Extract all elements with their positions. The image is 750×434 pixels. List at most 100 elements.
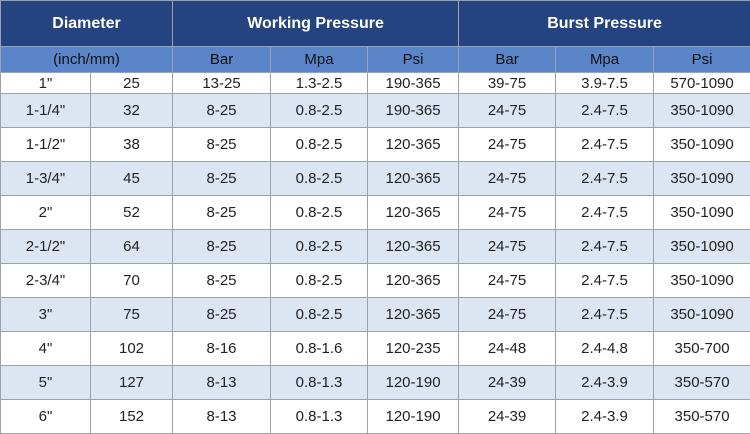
table-cell: 8-25 (173, 128, 271, 162)
table-cell: 0.8-2.5 (271, 298, 368, 332)
table-cell: 190-365 (368, 94, 459, 128)
table-cell: 8-25 (173, 162, 271, 196)
table-cell: 0.8-1.3 (271, 400, 368, 434)
table-cell: 4" (1, 332, 91, 366)
table-cell: 3.9-7.5 (556, 73, 654, 94)
header-cell: Burst Pressure (459, 1, 750, 47)
table-cell: 13-25 (173, 73, 271, 94)
table-cell: 70 (91, 264, 173, 298)
table-cell: 1-1/4" (1, 94, 91, 128)
table-cell: 350-1090 (654, 128, 750, 162)
table-cell: 2.4-7.5 (556, 162, 654, 196)
table-cell: 120-365 (368, 128, 459, 162)
table-cell: 350-1090 (654, 94, 750, 128)
table-cell: 1" (1, 73, 91, 94)
table-cell: 102 (91, 332, 173, 366)
table-cell: 64 (91, 230, 173, 264)
table-cell: 1.3-2.5 (271, 73, 368, 94)
table-cell: 2-3/4" (1, 264, 91, 298)
table-cell: 2.4-7.5 (556, 298, 654, 332)
table-cell: 52 (91, 196, 173, 230)
table-cell: 120-190 (368, 366, 459, 400)
table-cell: 570-1090 (654, 73, 750, 94)
table-cell: 2.4-3.9 (556, 400, 654, 434)
table-cell: 2.4-7.5 (556, 94, 654, 128)
table-cell: 1-3/4" (1, 162, 91, 196)
table-cell: 38 (91, 128, 173, 162)
table-cell: 0.8-2.5 (271, 162, 368, 196)
table-cell: 120-365 (368, 298, 459, 332)
table-cell: 152 (91, 400, 173, 434)
table-cell: 2-1/2" (1, 230, 91, 264)
table-cell: 24-75 (459, 264, 556, 298)
subheader-cell: Bar (173, 47, 271, 73)
header-row: Diameter Working Pressure Burst Pressure (1, 1, 750, 47)
table-cell: 32 (91, 94, 173, 128)
table-cell: 75 (91, 298, 173, 332)
table-cell: 350-1090 (654, 162, 750, 196)
table-cell: 2.4-3.9 (556, 366, 654, 400)
table-cell: 8-25 (173, 230, 271, 264)
table-cell: 190-365 (368, 73, 459, 94)
table-cell: 350-570 (654, 400, 750, 434)
table-cell: 127 (91, 366, 173, 400)
table-cell: 5" (1, 366, 91, 400)
table-cell: 1-1/2" (1, 128, 91, 162)
table-cell: 8-16 (173, 332, 271, 366)
table-cell: 8-25 (173, 264, 271, 298)
table-cell: 24-75 (459, 128, 556, 162)
table-cell: 45 (91, 162, 173, 196)
table-cell: 120-365 (368, 264, 459, 298)
table-cell: 120-235 (368, 332, 459, 366)
subheader-cell: Bar (459, 47, 556, 73)
subheader-cell: Psi (654, 47, 750, 73)
table-cell: 0.8-1.6 (271, 332, 368, 366)
table-cell: 2.4-7.5 (556, 230, 654, 264)
table-cell: 350-1090 (654, 298, 750, 332)
table-cell: 0.8-2.5 (271, 230, 368, 264)
table-cell: 8-13 (173, 400, 271, 434)
table-cell: 0.8-2.5 (271, 264, 368, 298)
table-cell: 24-39 (459, 366, 556, 400)
subheader-cell: Mpa (556, 47, 654, 73)
subheader-row: (inch/mm) Bar Mpa Psi Bar Mpa Psi (1, 47, 750, 73)
table-cell: 24-75 (459, 94, 556, 128)
table-cell: 0.8-2.5 (271, 128, 368, 162)
table-cell: 8-25 (173, 196, 271, 230)
table-cell: 24-39 (459, 400, 556, 434)
table-cell: 24-75 (459, 298, 556, 332)
table-cell: 2.4-7.5 (556, 264, 654, 298)
table-cell: 8-25 (173, 298, 271, 332)
table-cell: 2.4-4.8 (556, 332, 654, 366)
table-cell: 2.4-7.5 (556, 128, 654, 162)
table-cell: 120-365 (368, 162, 459, 196)
table-cell: 24-75 (459, 230, 556, 264)
table-cell: 120-365 (368, 230, 459, 264)
table-cell: 8-25 (173, 94, 271, 128)
table-cell: 0.8-2.5 (271, 94, 368, 128)
header-cell: Working Pressure (173, 1, 459, 47)
table-cell: 350-570 (654, 366, 750, 400)
table-cell: 24-75 (459, 196, 556, 230)
table-cell: 120-190 (368, 400, 459, 434)
table-cell: 2" (1, 196, 91, 230)
table-cell: 24-48 (459, 332, 556, 366)
table-cell: 39-75 (459, 73, 556, 94)
table-cell: 350-1090 (654, 264, 750, 298)
table-cell: 350-1090 (654, 196, 750, 230)
table-cell: 0.8-1.3 (271, 366, 368, 400)
subheader-cell: Mpa (271, 47, 368, 73)
table-cell: 25 (91, 73, 173, 94)
